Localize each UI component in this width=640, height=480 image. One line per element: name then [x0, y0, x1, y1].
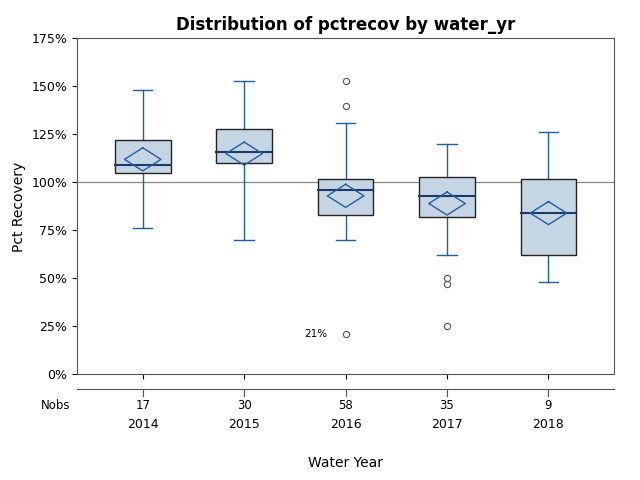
Text: 2014: 2014 [127, 418, 159, 432]
Bar [419, 177, 475, 217]
Text: 2017: 2017 [431, 418, 463, 432]
Bar [216, 129, 272, 163]
Bar [520, 179, 577, 255]
Y-axis label: Pct Recovery: Pct Recovery [12, 161, 26, 252]
Text: Water Year: Water Year [308, 456, 383, 470]
Text: 17: 17 [135, 399, 150, 412]
Text: 21%: 21% [304, 329, 327, 339]
Text: 9: 9 [545, 399, 552, 412]
Text: 2018: 2018 [532, 418, 564, 432]
Text: 30: 30 [237, 399, 252, 412]
Text: 35: 35 [440, 399, 454, 412]
Title: Distribution of pctrecov by water_yr: Distribution of pctrecov by water_yr [176, 16, 515, 34]
Text: 58: 58 [338, 399, 353, 412]
Text: 2015: 2015 [228, 418, 260, 432]
Bar [317, 179, 374, 215]
Text: 2016: 2016 [330, 418, 362, 432]
Bar [115, 140, 171, 173]
Text: Nobs: Nobs [41, 399, 70, 412]
